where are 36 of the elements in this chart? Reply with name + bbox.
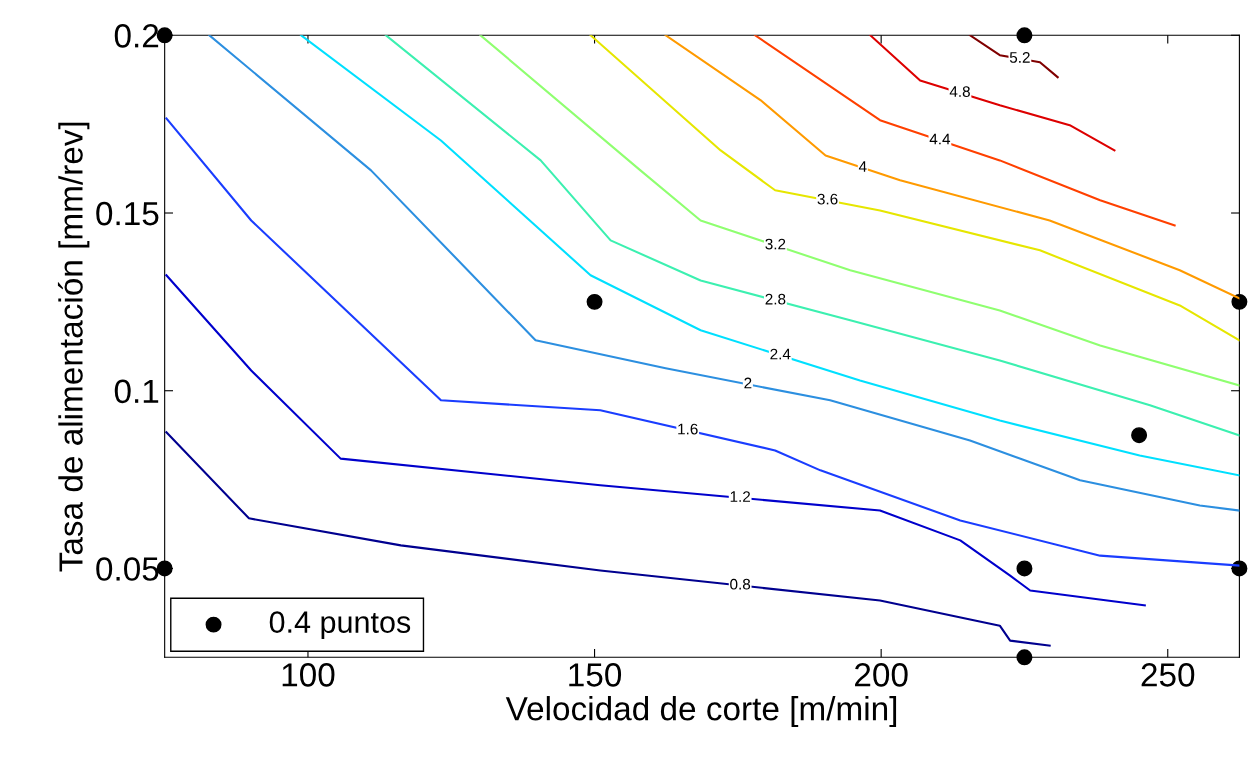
line-series [300, 35, 1240, 477]
series-label: 2.8 [765, 293, 786, 305]
point [586, 293, 603, 310]
x-axis-title: Velocidad de corte [m/min] [505, 696, 897, 728]
series-label: 1.6 [678, 423, 698, 435]
point [1131, 427, 1148, 444]
x-tick-label: 100 [282, 663, 335, 687]
series-label: 2 [744, 377, 752, 389]
y-tick-label: 0.1 [114, 379, 159, 404]
y-tick-label: 0.2 [114, 24, 159, 48]
series-label: 2.4 [770, 348, 791, 360]
series-label: 3.2 [765, 238, 786, 250]
line-series [165, 274, 1146, 607]
x-tick-label: 150 [569, 663, 622, 687]
x-tick-label: 200 [855, 663, 908, 687]
series-label: 1.2 [730, 491, 750, 502]
line-series [208, 35, 1240, 512]
legend-label: 0.4 puntos [269, 611, 411, 639]
x-tick-label: 250 [1141, 663, 1195, 687]
line-series [384, 35, 1240, 437]
y-tick-label: 0.15 [96, 201, 159, 226]
line-series [479, 35, 1240, 387]
series-label: 4 [858, 161, 867, 172]
line-series [754, 35, 1176, 227]
series-label: 4.4 [929, 133, 951, 145]
series-label: 3.6 [817, 193, 838, 205]
y-tick-label: 0.05 [96, 557, 159, 581]
series-label: 0.8 [730, 578, 751, 590]
series-label: 5.2 [1009, 52, 1030, 63]
line-series [968, 35, 1059, 79]
line-series [869, 35, 1116, 152]
point [1016, 560, 1033, 577]
line-series [589, 35, 1240, 342]
point [1016, 27, 1033, 44]
series-label: 4.8 [949, 86, 970, 97]
y-axis-title: Tasa de alimentación [mm/rev] [57, 122, 90, 572]
